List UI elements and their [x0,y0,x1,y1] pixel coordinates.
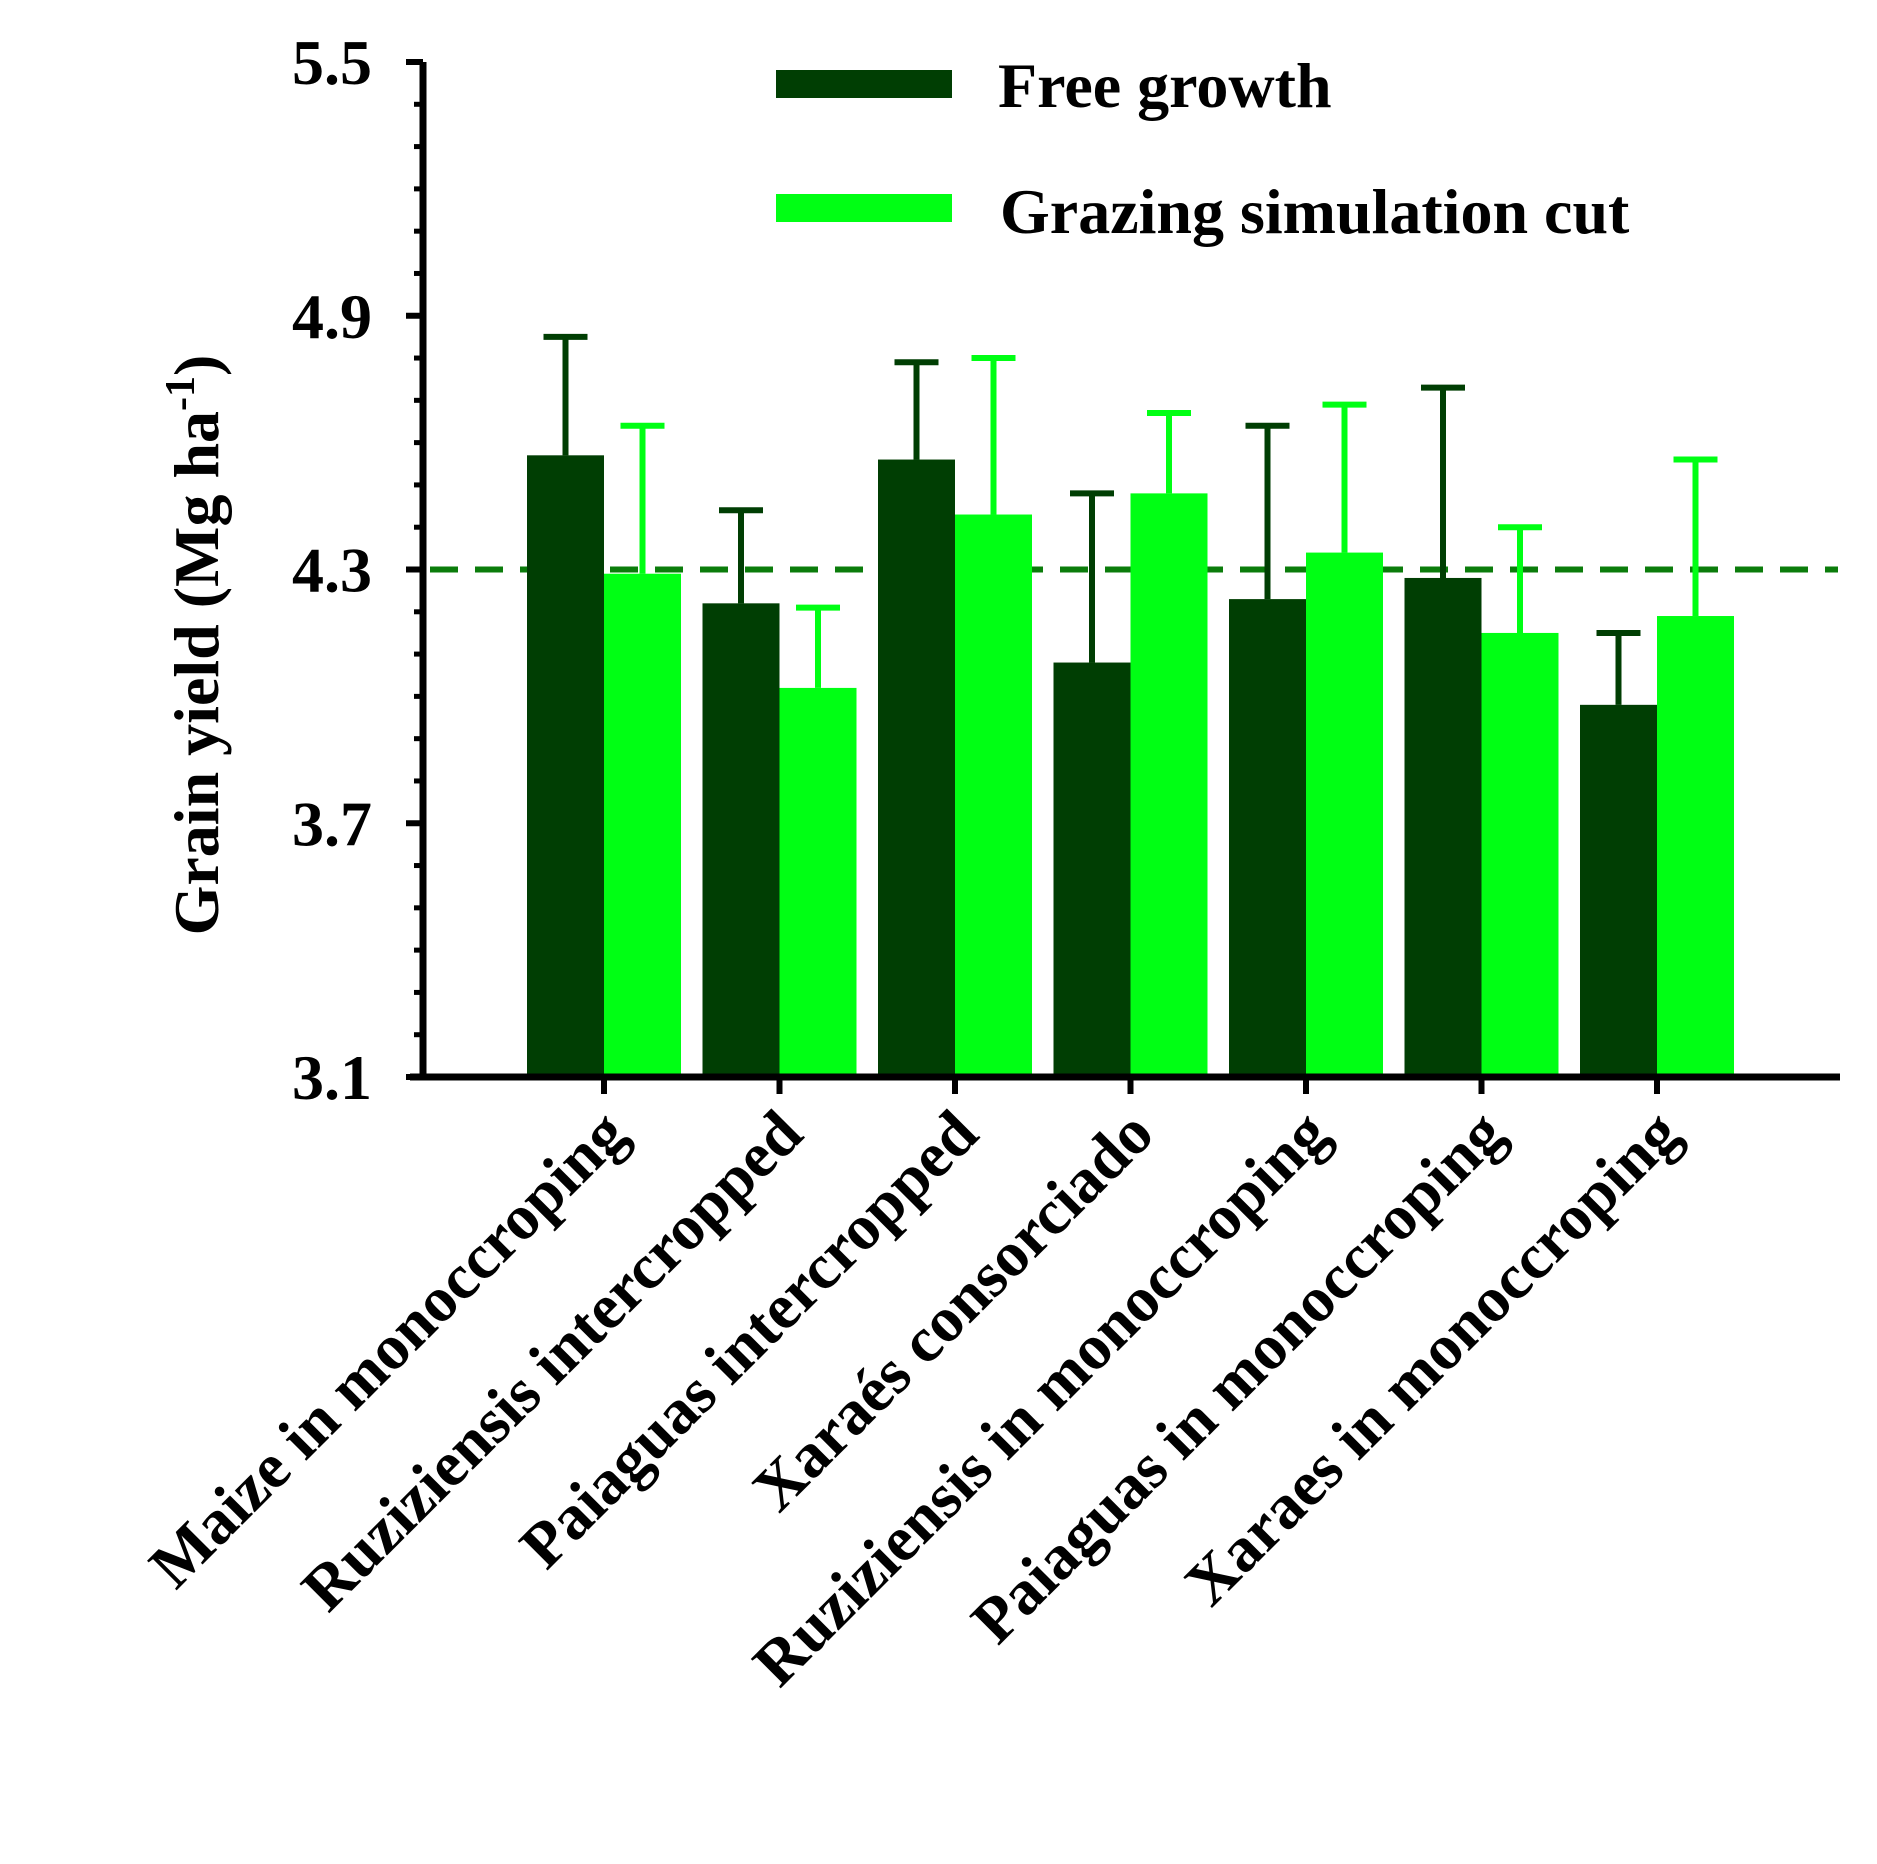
y-tick-label: 4.3 [292,535,372,606]
bar [702,603,780,1077]
bar [1053,662,1131,1077]
y-tick-label: 5.5 [292,27,372,98]
bar [1481,632,1559,1077]
bar [1657,616,1734,1077]
bar [1580,704,1657,1077]
legend-label-grazing-simulation-cut: Grazing simulation cut [1000,176,1630,247]
bar [1229,599,1306,1077]
bar [779,687,857,1077]
bar [955,514,1032,1077]
bar [1130,493,1208,1077]
bar [604,573,681,1077]
legend-swatch-grazing-simulation-cut [776,194,952,222]
y-axis-label-close: ) [161,355,232,376]
bar [878,459,955,1078]
y-tick-label: 3.1 [292,1042,372,1113]
y-tick-label: 3.7 [292,788,372,859]
legend-swatch-free-growth [776,70,952,98]
bar [1404,577,1482,1077]
y-axis-label: Grain yield (Mg ha-1) [158,355,232,936]
y-axis-label-superscript: -1 [158,376,204,411]
bar [1306,552,1383,1077]
bars-layer [527,333,1734,1078]
bar [527,455,604,1077]
legend-label-free-growth: Free growth [998,50,1332,121]
y-axis-label-main: Grain yield (Mg ha [161,411,232,935]
y-tick-label: 4.9 [292,281,372,352]
legend: Free growth Grazing simulation cut [776,50,1630,247]
y-axis-label-group: Grain yield (Mg ha-1) [158,355,232,936]
